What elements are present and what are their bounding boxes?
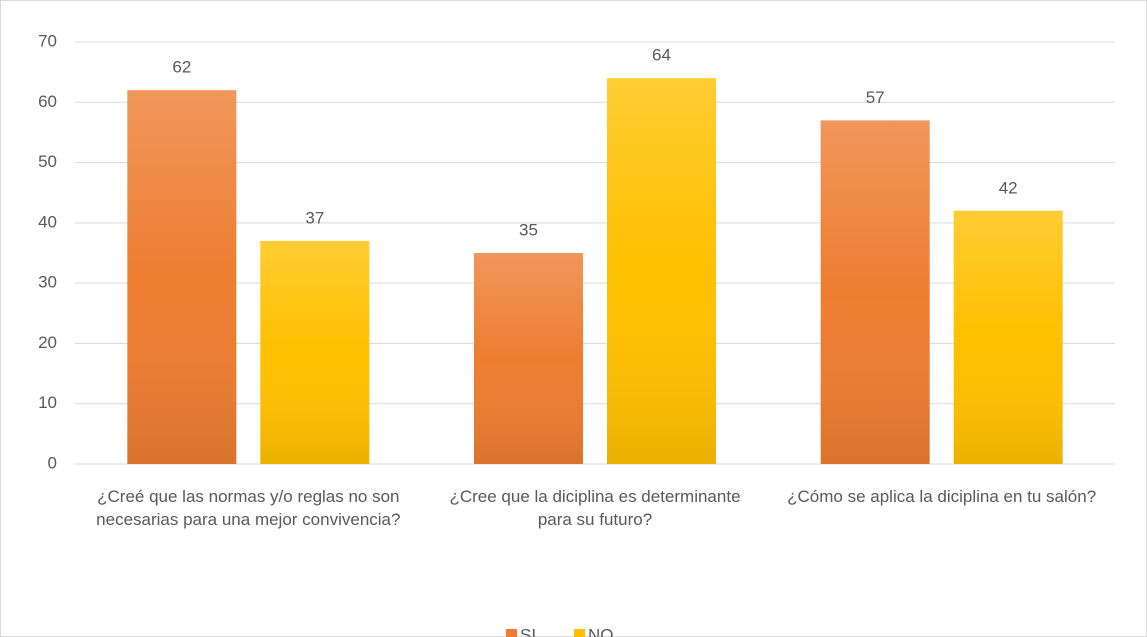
data-label: 57 [866,88,885,107]
y-tick-label: 0 [48,453,57,472]
bar-shade [260,240,370,464]
y-tick-label: 40 [38,212,57,231]
legend-swatch [574,629,585,637]
legend-label: NO [588,625,614,637]
data-label: 62 [172,58,191,77]
x-tick-label: ¿Cómo se aplica la diciplina en tu salón… [787,487,1097,506]
bar-shade [607,78,716,465]
bar-shade [474,253,583,464]
data-label: 42 [999,178,1018,197]
bar-shade [953,210,1063,464]
x-tick-label: ¿Creé que las normas y/o reglas no son n… [96,487,401,529]
x-tick-label: ¿Cree que la diciplina es determinante p… [449,487,741,529]
data-label: 37 [305,208,324,227]
y-tick-label: 50 [38,152,57,171]
y-tick-label: 20 [38,333,57,352]
bar-shade [127,90,237,464]
y-tick-label: 30 [38,273,57,292]
bar-shade [820,120,930,464]
y-tick-label: 60 [38,92,57,111]
y-tick-label: 70 [38,31,57,50]
data-label: 35 [519,220,538,239]
legend-swatch [506,629,517,637]
legend-label: SI [520,625,536,637]
y-tick-label: 10 [38,393,57,412]
data-label: 64 [652,46,671,65]
